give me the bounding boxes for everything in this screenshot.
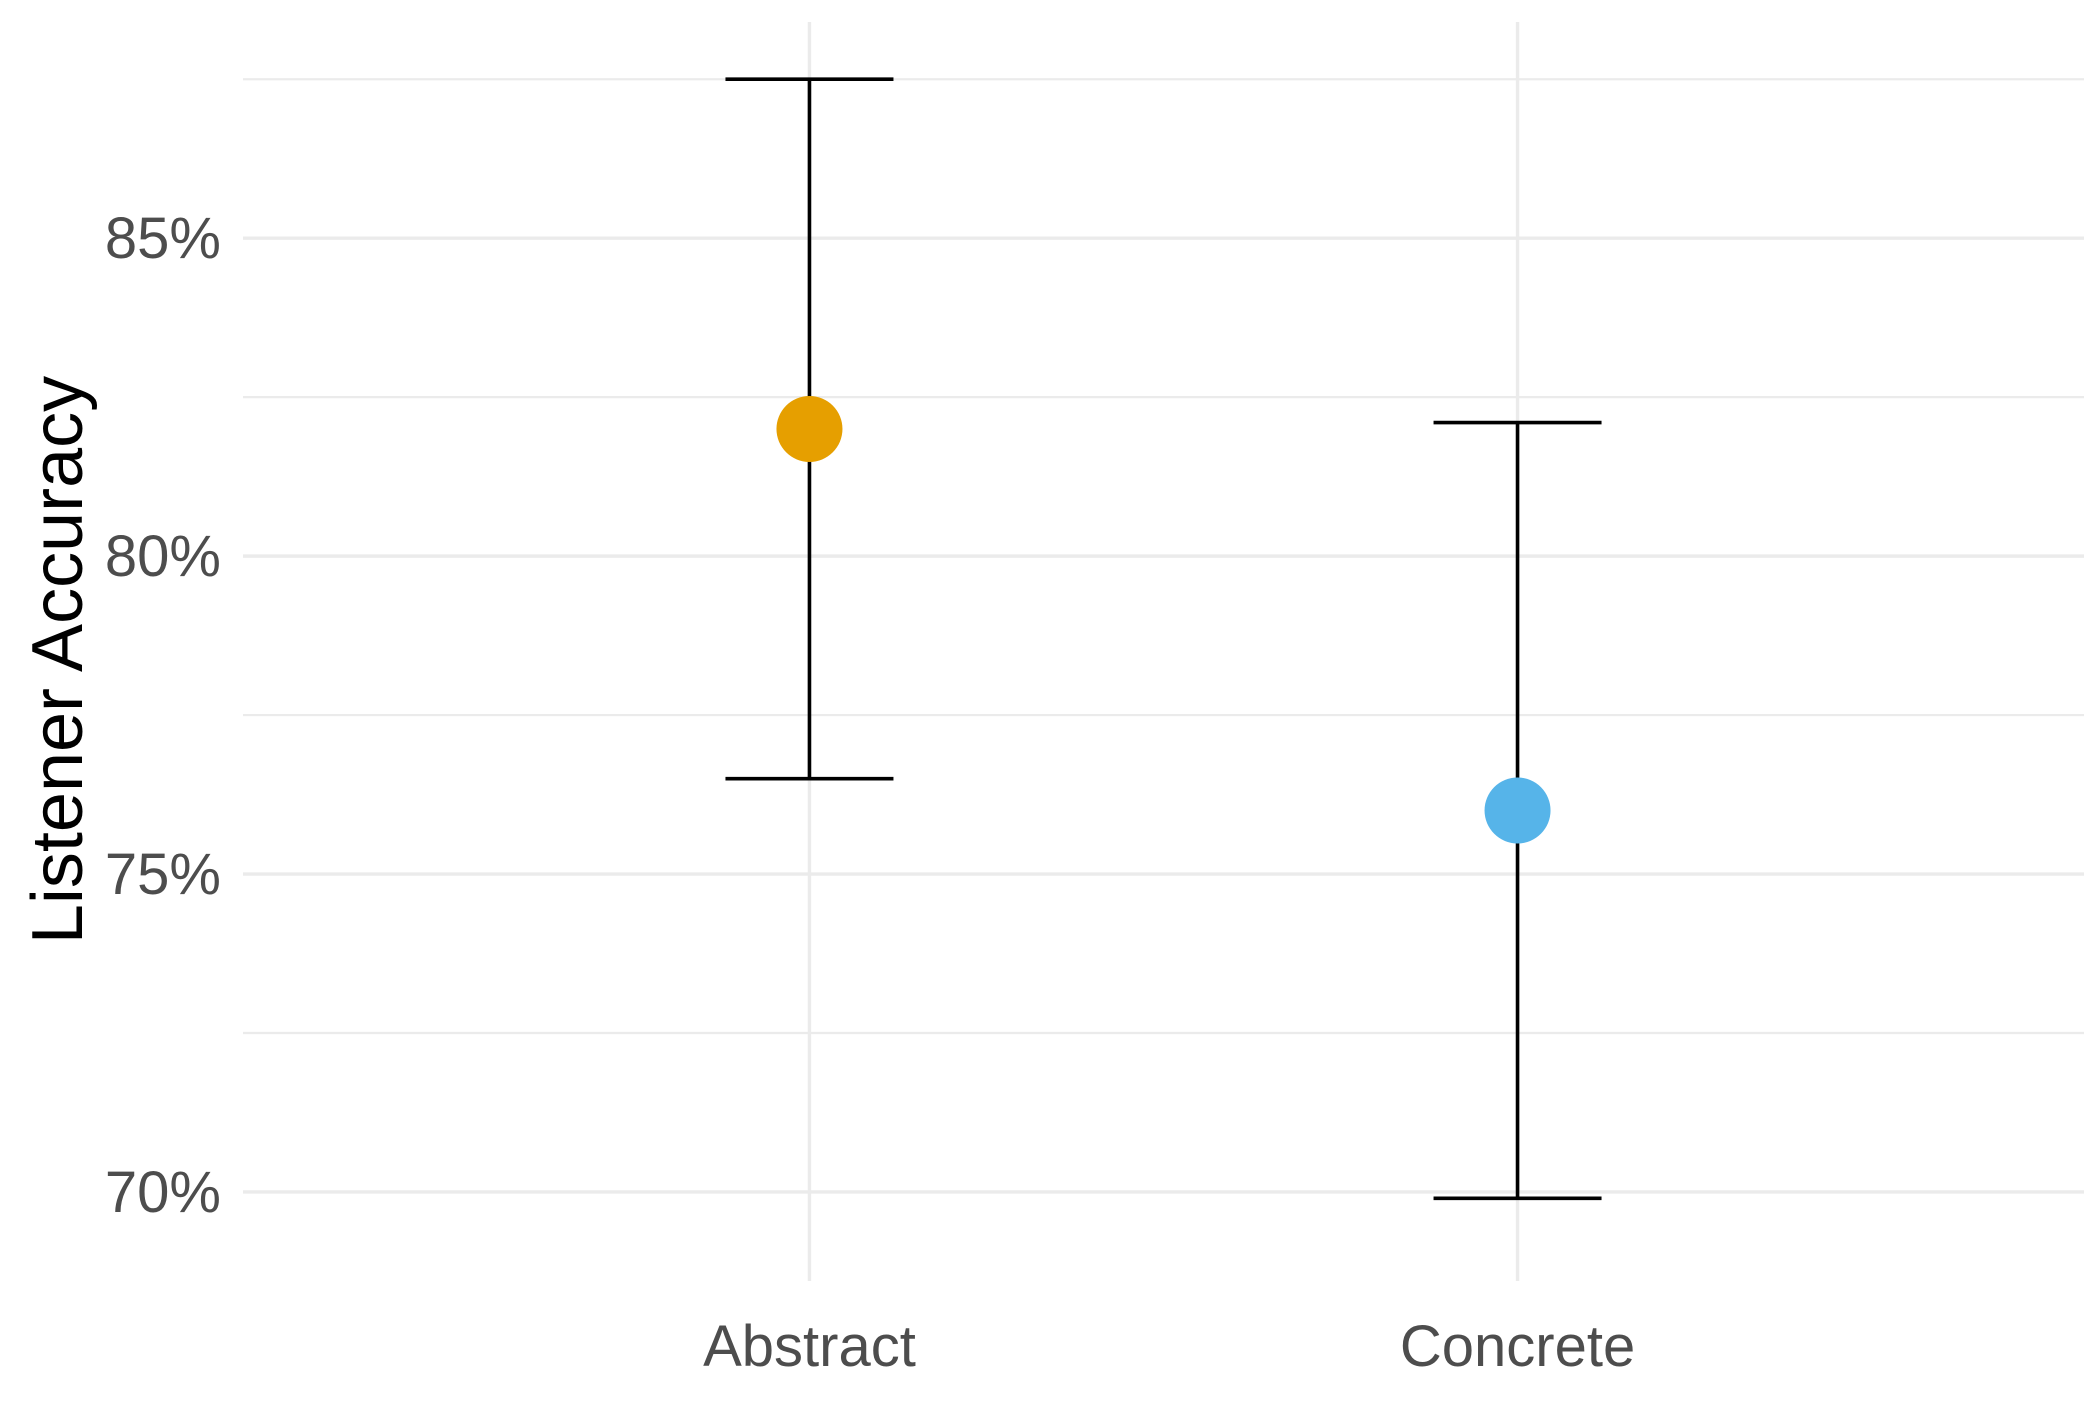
x-tick-label: Concrete [1400,1314,1635,1379]
point-concrete [1484,777,1551,844]
y-tick-label: 85% [105,206,221,271]
y-tick-label: 70% [105,1160,221,1225]
error-bars [725,77,1602,1201]
gridlines [243,22,2084,1281]
y-axis-tick-labels: 70% 75% 80% 85% [105,206,221,1225]
point-abstract [776,395,843,462]
y-tick-label: 75% [105,842,221,907]
y-axis-title: Listener Accuracy [18,376,98,944]
x-tick-label: Abstract [703,1314,916,1379]
y-tick-label: 80% [105,524,221,589]
x-axis-tick-labels: Abstract Concrete [703,1314,1635,1379]
points [776,395,1551,844]
